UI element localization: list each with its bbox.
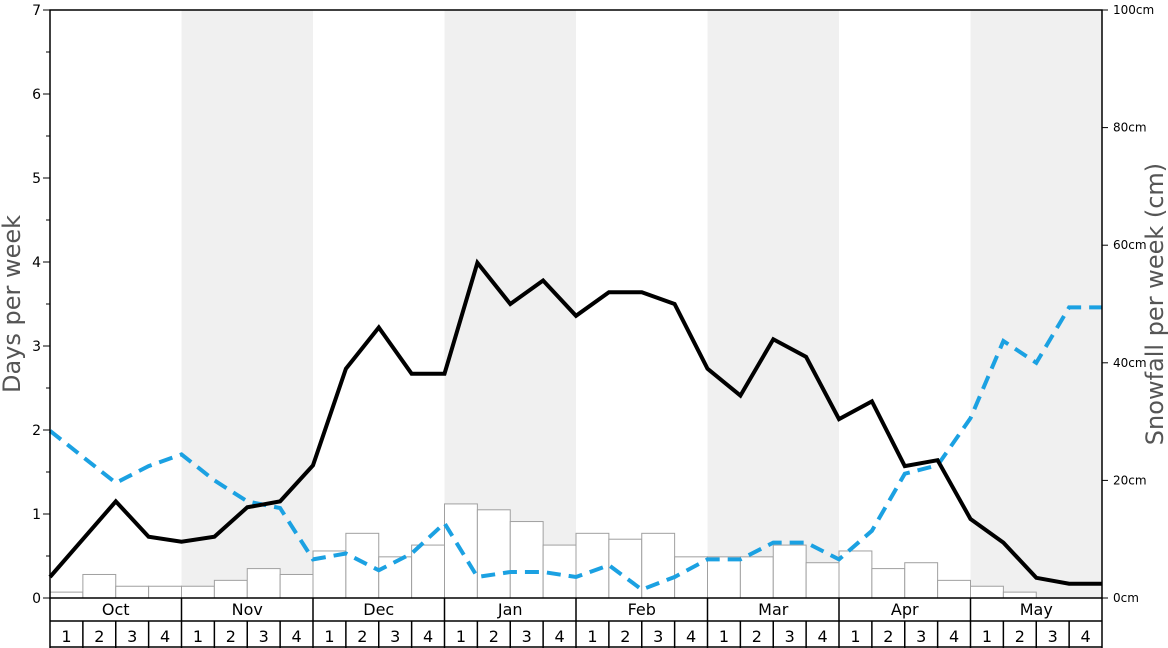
- week-label: 2: [1015, 627, 1025, 646]
- week-label: 3: [127, 627, 137, 646]
- snowfall-bar: [213, 579, 248, 599]
- right-axis-title: Snowfall per week (cm): [1141, 163, 1168, 445]
- left-tick-label: 4: [32, 255, 41, 271]
- month-band-mar: [707, 10, 839, 598]
- month-label: Apr: [891, 600, 919, 619]
- week-label: 4: [160, 627, 170, 646]
- month-label: Nov: [232, 600, 263, 619]
- solid-series-line: [48, 258, 1102, 586]
- snowfall-bar: [148, 585, 182, 599]
- right-tick-label: 60cm: [1113, 238, 1147, 252]
- week-label: 2: [620, 627, 630, 646]
- left-tick-label: 2: [32, 423, 41, 439]
- snowfall-bar: [707, 556, 741, 599]
- right-tick-label: 20cm: [1113, 473, 1147, 487]
- month-label: Feb: [628, 600, 656, 619]
- snowfall-bar: [937, 579, 971, 599]
- snowfall-bar: [181, 585, 215, 599]
- month-label: Mar: [758, 600, 789, 619]
- snowfall-bar: [49, 591, 84, 599]
- month-label: Dec: [363, 600, 394, 619]
- snowfall-bar: [115, 585, 150, 599]
- snowfall-bar: [246, 568, 281, 599]
- left-axis: 0 1 2 3 4 5 6 7: [32, 3, 50, 607]
- snowfall-bar: [279, 573, 314, 599]
- week-label: 1: [719, 627, 729, 646]
- month-label: Oct: [102, 600, 130, 619]
- right-tick-label: 0cm: [1113, 591, 1139, 605]
- snowfall-bar: [411, 544, 445, 599]
- x-axis: Oct 1 2 3 4 Nov 1 2 3 4 Dec 1 2 3 4 Jan 1 2 3 4 Feb 1 2 3 4 Mar 1 2…: [49, 598, 1103, 648]
- left-tick-label: 1: [32, 507, 41, 523]
- week-label: 2: [94, 627, 104, 646]
- week-label: 3: [259, 627, 269, 646]
- right-tick-label: 100cm: [1113, 3, 1154, 17]
- month-label: May: [1020, 600, 1053, 619]
- left-tick-label: 5: [32, 171, 41, 187]
- snowfall-bar: [871, 568, 906, 599]
- right-axis: 0cm 20cm 40cm 60cm 80cm 100cm: [1102, 3, 1154, 605]
- week-label: 4: [817, 627, 827, 646]
- week-label: 4: [291, 627, 301, 646]
- week-label: 1: [324, 627, 334, 646]
- week-label: 2: [357, 627, 367, 646]
- week-label: 2: [752, 627, 762, 646]
- week-label: 2: [226, 627, 236, 646]
- snowfall-bar: [575, 532, 610, 599]
- snowfall-bar: [904, 562, 939, 599]
- week-label: 3: [522, 627, 532, 646]
- right-tick-label: 80cm: [1113, 121, 1147, 135]
- snowfall-bar: [509, 521, 544, 599]
- snowfall-bar: [476, 509, 511, 599]
- snowfall-bar: [345, 532, 380, 599]
- week-label: 2: [883, 627, 893, 646]
- left-tick-label: 7: [32, 3, 41, 19]
- dashed-series-line: [48, 305, 1102, 592]
- week-label: 4: [1080, 627, 1090, 646]
- week-label: 3: [390, 627, 400, 646]
- right-tick-label: 40cm: [1113, 356, 1147, 370]
- snowfall-bars: [49, 503, 1037, 599]
- month-band-nov: [181, 10, 313, 598]
- snowfall-bar: [674, 556, 708, 599]
- week-label: 1: [982, 627, 992, 646]
- snowfall-bar: [805, 562, 840, 599]
- month-band-may: [970, 10, 1102, 598]
- week-label: 3: [1048, 627, 1058, 646]
- week-label: 4: [423, 627, 433, 646]
- week-label: 1: [193, 627, 203, 646]
- series-lines: [48, 258, 1102, 592]
- snowfall-bar: [970, 585, 1004, 599]
- month-label: Jan: [497, 600, 523, 619]
- week-label: 1: [456, 627, 466, 646]
- week-label: 4: [554, 627, 564, 646]
- week-label: 1: [61, 627, 71, 646]
- left-axis-title: Days per week: [0, 215, 26, 393]
- snowfall-bar: [772, 544, 807, 599]
- left-tick-label: 0: [32, 591, 41, 607]
- week-label: 3: [785, 627, 795, 646]
- week-label: 1: [587, 627, 597, 646]
- snowfall-bar: [739, 556, 774, 599]
- left-tick-label: 6: [32, 87, 41, 103]
- week-label: 3: [916, 627, 926, 646]
- week-label: 4: [949, 627, 959, 646]
- week-label: 4: [686, 627, 696, 646]
- week-label: 3: [653, 627, 663, 646]
- snowfall-bar: [82, 573, 117, 599]
- left-tick-label: 3: [32, 339, 41, 355]
- snowfall-bar: [1002, 591, 1037, 599]
- snowfall-bar: [838, 550, 873, 599]
- week-label: 1: [850, 627, 860, 646]
- week-label: 2: [489, 627, 499, 646]
